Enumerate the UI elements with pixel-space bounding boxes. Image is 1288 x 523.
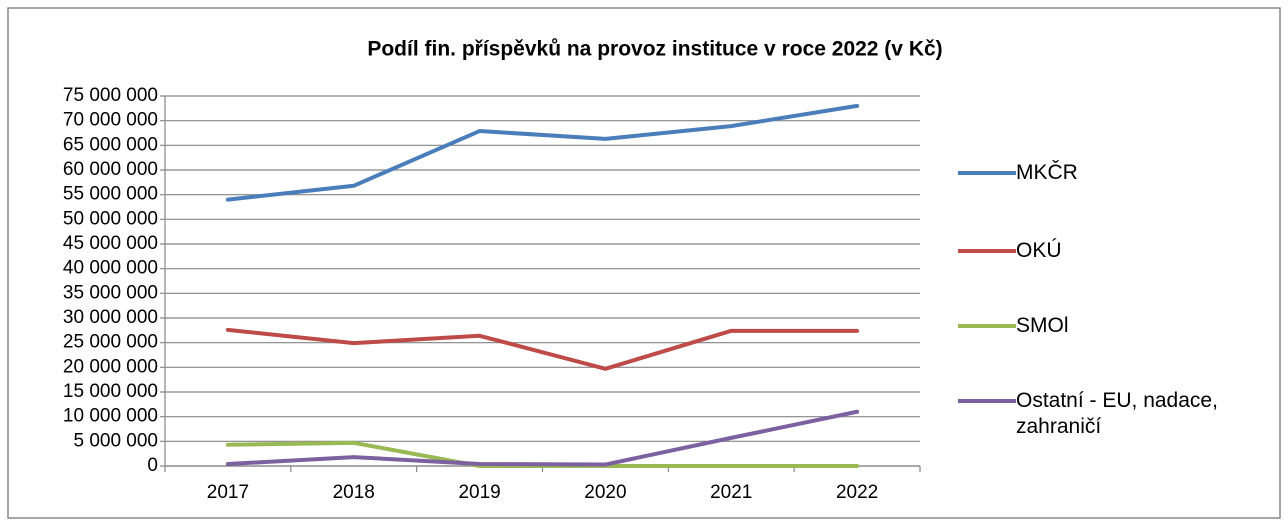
x-tick-label: 2018 bbox=[333, 482, 375, 503]
y-tick-label: 25 000 000 bbox=[63, 332, 158, 353]
legend-label: OKÚ bbox=[1016, 239, 1062, 262]
y-tick-label: 10 000 000 bbox=[63, 406, 158, 427]
y-tick-label: 65 000 000 bbox=[63, 134, 158, 155]
series-line bbox=[225, 103, 860, 202]
y-tick-label: 55 000 000 bbox=[63, 184, 158, 205]
series-line bbox=[225, 409, 860, 467]
y-tick-label: 35 000 000 bbox=[63, 282, 158, 303]
legend-label: Ostatní - EU, nadace, zahraničí bbox=[1016, 389, 1218, 438]
x-tick-label: 2022 bbox=[836, 482, 878, 503]
y-tick-label: 40 000 000 bbox=[63, 258, 158, 279]
x-tick-label: 2020 bbox=[584, 482, 626, 503]
y-tick-label: 5 000 000 bbox=[73, 430, 158, 451]
legend-swatch bbox=[958, 171, 1016, 175]
legend-label: SMOl bbox=[1016, 314, 1069, 337]
y-tick-label: 30 000 000 bbox=[63, 307, 158, 328]
x-tick-label: 2021 bbox=[710, 482, 752, 503]
y-tick-label: 20 000 000 bbox=[63, 356, 158, 377]
y-tick-label: 45 000 000 bbox=[63, 233, 158, 254]
x-tick-label: 2019 bbox=[458, 482, 500, 503]
legend-label: MKČR bbox=[1016, 161, 1078, 184]
legend-item: Ostatní - EU, nadace, zahraničí bbox=[958, 388, 1278, 440]
y-tick-label: 60 000 000 bbox=[63, 159, 158, 180]
legend-item: MKČR bbox=[958, 160, 1278, 186]
y-tick-label: 50 000 000 bbox=[63, 208, 158, 229]
y-tick-label: 15 000 000 bbox=[63, 381, 158, 402]
legend-swatch bbox=[958, 324, 1016, 328]
legend-swatch bbox=[958, 399, 1016, 403]
legend-swatch bbox=[958, 249, 1016, 253]
x-tick-label: 2017 bbox=[207, 482, 249, 503]
series-line bbox=[225, 327, 860, 371]
chart-border bbox=[7, 7, 1281, 519]
legend-item: SMOl bbox=[958, 313, 1278, 339]
y-tick-label: 75 000 000 bbox=[63, 85, 158, 106]
y-tick-label: 0 bbox=[147, 455, 158, 476]
legend-item: OKÚ bbox=[958, 238, 1278, 264]
y-tick-label: 70 000 000 bbox=[63, 110, 158, 131]
chart-title: Podíl fin. příspěvků na provoz instituce… bbox=[367, 38, 942, 61]
